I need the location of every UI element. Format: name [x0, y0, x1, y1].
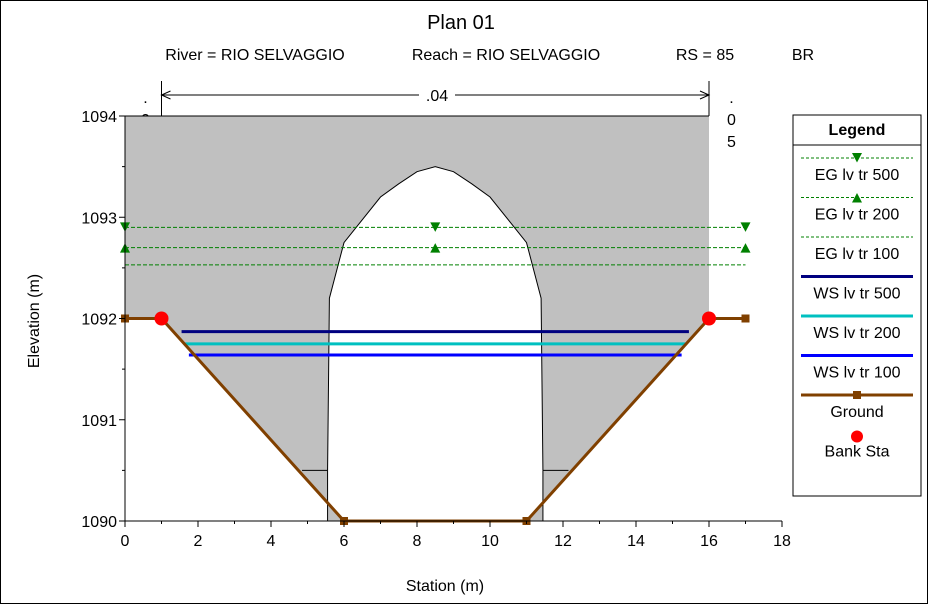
- x-tick-label-5: 10: [481, 533, 499, 550]
- axes: 0 2 4 6 8 10 12 14 16 18 1090 1091 1092 1093 1094: [81, 109, 791, 550]
- legend-label-5: WS lv tr 100: [813, 365, 900, 382]
- ground-point-3: [741, 314, 750, 323]
- y-tick-label-0: 1090: [81, 514, 117, 531]
- subtitle-rs: RS = 85: [676, 47, 734, 64]
- legend-label-7: Bank Sta: [825, 444, 890, 461]
- bridge-deck-fill: [125, 116, 709, 521]
- subtitle-bridge-type: BR: [792, 47, 814, 64]
- x-tick-label-0: 0: [121, 533, 130, 550]
- legend-label-3: WS lv tr 500: [813, 286, 900, 303]
- manning-right-0: .: [729, 90, 733, 107]
- series-marker-1-2: [740, 243, 751, 253]
- series-marker-0-2: [740, 222, 751, 232]
- x-tick-label-3: 6: [340, 533, 349, 550]
- plot-area: [120, 115, 751, 525]
- legend-label-2: EG lv tr 100: [815, 246, 900, 263]
- x-tick-label-4: 8: [413, 533, 422, 550]
- series-marker-0-1: [430, 222, 441, 232]
- y-tick-label-1: 1091: [81, 413, 117, 430]
- bank-station-0: [154, 311, 169, 326]
- x-axis-label: Station (m): [406, 578, 484, 595]
- x-tick-label-2: 4: [267, 533, 276, 550]
- manning-center-value: .04: [426, 88, 448, 105]
- chart-title: Plan 01: [427, 12, 495, 34]
- y-tick-label-2: 1092: [81, 312, 117, 329]
- legend-label-6: Ground: [830, 404, 883, 421]
- legend-label-4: WS lv tr 200: [813, 325, 900, 342]
- manning-arrow-left-head: [160, 90, 171, 100]
- subtitle-reach: Reach = RIO SELVAGGIO: [412, 47, 600, 64]
- y-tick-label-3: 1093: [81, 210, 117, 227]
- manning-right-2: 5: [727, 134, 736, 151]
- x-tick-label-8: 16: [700, 533, 718, 550]
- y-axis-label: Elevation (m): [26, 274, 43, 368]
- bank-station-1: [702, 311, 716, 326]
- legend-marker-1: [852, 193, 862, 203]
- subtitle-river: River = RIO SELVAGGIO: [165, 47, 344, 64]
- legend-marker-6: [853, 391, 861, 399]
- manning-left-0: .: [143, 90, 147, 107]
- manning-right-1: 0: [727, 112, 736, 129]
- legend-marker-7: [851, 430, 863, 443]
- manning-arrow-right-head: [699, 90, 711, 100]
- legend: Legend EG lv tr 500 EG lv tr 200 EG lv tr 1…: [792, 114, 922, 497]
- x-tick-label-7: 14: [627, 533, 645, 550]
- legend-title: Legend: [829, 122, 886, 139]
- legend-marker-0: [852, 153, 862, 163]
- legend-label-1: EG lv tr 200: [815, 207, 900, 224]
- bridge-arch-outline: [327, 166, 544, 471]
- series-marker-1-1: [430, 243, 441, 253]
- x-tick-label-9: 18: [773, 533, 791, 550]
- x-tick-label-1: 2: [194, 533, 203, 550]
- y-tick-label-4: 1094: [81, 109, 117, 126]
- legend-label-0: EG lv tr 500: [815, 167, 900, 184]
- x-tick-label-6: 12: [554, 533, 572, 550]
